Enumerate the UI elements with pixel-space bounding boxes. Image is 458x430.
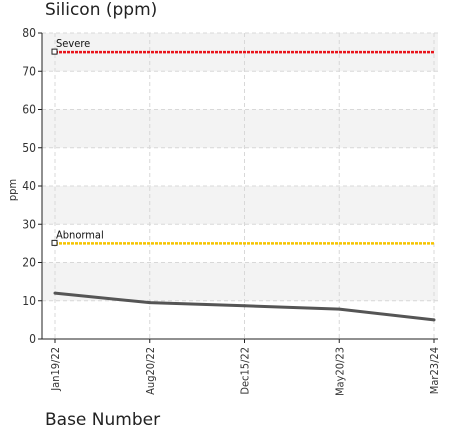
y-axis-label: ppm bbox=[6, 179, 19, 201]
x-tick-label: Jan19/22 bbox=[49, 347, 62, 392]
grid-band bbox=[42, 262, 438, 301]
grid-band bbox=[42, 186, 438, 225]
y-tick-label: 60 bbox=[22, 103, 36, 117]
threshold-label: Abnormal bbox=[56, 228, 104, 241]
y-tick-label: 20 bbox=[22, 256, 36, 270]
data-point bbox=[243, 304, 246, 308]
x-tick-label: Dec15/22 bbox=[239, 347, 252, 395]
y-tick-label: 80 bbox=[22, 26, 36, 40]
threshold-marker bbox=[51, 239, 58, 246]
threshold-label: Severe bbox=[56, 37, 90, 50]
threshold-marker bbox=[51, 48, 58, 55]
data-point bbox=[432, 318, 436, 322]
y-tick-label: 0 bbox=[29, 332, 36, 346]
data-point bbox=[53, 291, 57, 295]
x-axis-title: Base Number bbox=[45, 410, 161, 430]
chart-title: Silicon (ppm) bbox=[45, 0, 158, 20]
x-tick-label: May20/23 bbox=[333, 347, 346, 396]
data-point bbox=[337, 307, 341, 311]
grid-band bbox=[42, 109, 438, 148]
x-tick-label: Mar23/24 bbox=[428, 347, 441, 394]
y-tick-label: 40 bbox=[22, 179, 36, 193]
y-tick-label: 50 bbox=[22, 141, 36, 155]
x-tick-label: Aug20/22 bbox=[144, 347, 157, 395]
y-tick-label: 10 bbox=[22, 294, 36, 308]
y-tick-label: 30 bbox=[22, 217, 36, 231]
data-point bbox=[148, 301, 152, 305]
y-tick-label: 70 bbox=[22, 64, 36, 78]
